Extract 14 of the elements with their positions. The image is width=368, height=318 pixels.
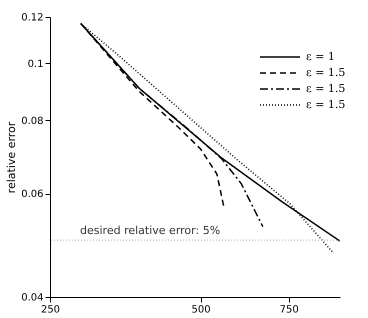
legend-label: ε = 1.5 — [306, 66, 346, 79]
ref-line-label: desired relative error: 5% — [80, 224, 220, 238]
y-axis-title: relative error — [5, 121, 18, 194]
x-tick-label: 750 — [280, 304, 299, 316]
legend-label: ε = 1.5 — [306, 98, 346, 111]
y-tick-label: 0.04 — [21, 292, 44, 304]
legend-label: ε = 1.5 — [306, 82, 346, 95]
y-tick-label: 0.12 — [21, 12, 44, 24]
y-tick-label: 0.1 — [28, 58, 44, 70]
legend-label: ε = 1 — [306, 50, 335, 63]
y-tick-label: 0.06 — [21, 189, 44, 200]
x-tick-label: 250 — [40, 304, 60, 316]
y-tick-label: 0.08 — [21, 116, 44, 127]
x-tick-label: 500 — [192, 304, 211, 316]
